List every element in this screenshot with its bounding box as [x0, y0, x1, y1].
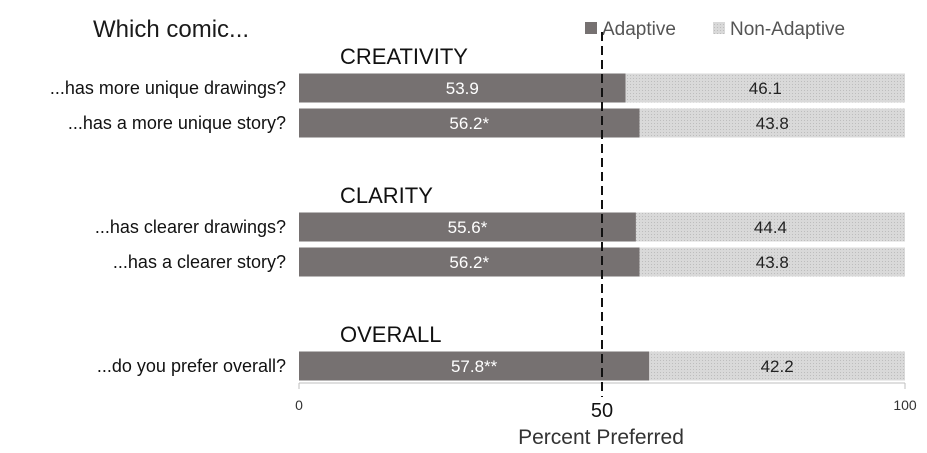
- legend-label-adaptive: Adaptive: [602, 19, 676, 40]
- section-header-overall: OVERALL: [340, 322, 442, 347]
- bar-adaptive: [299, 73, 626, 103]
- data-label-non-adaptive: 43.8: [756, 253, 789, 272]
- data-label-adaptive: 56.2*: [449, 253, 489, 272]
- x-axis: 0 50 100: [295, 32, 917, 422]
- data-label-adaptive: 57.8**: [451, 357, 498, 376]
- bar-non-adaptive: [649, 351, 905, 381]
- row-label: ...do you prefer overall?: [97, 356, 286, 376]
- data-label-non-adaptive: 42.2: [761, 357, 794, 376]
- data-label-non-adaptive: 46.1: [749, 79, 782, 98]
- bar-non-adaptive: [635, 212, 905, 242]
- row-label: ...has clearer drawings?: [95, 217, 286, 237]
- data-label-adaptive: 56.2*: [449, 114, 489, 133]
- legend-label-non-adaptive: Non-Adaptive: [730, 19, 845, 40]
- data-label-non-adaptive: 43.8: [756, 114, 789, 133]
- row-label: ...has a more unique story?: [68, 113, 286, 133]
- bar-non-adaptive: [639, 247, 905, 277]
- section-header-clarity: CLARITY: [340, 183, 433, 208]
- legend: Adaptive Non-Adaptive: [585, 19, 845, 40]
- chart-title: Which comic...: [93, 16, 249, 43]
- data-label-adaptive: 53.9: [446, 79, 479, 98]
- bar-adaptive: [299, 247, 640, 277]
- bar-non-adaptive: [639, 108, 905, 138]
- bar-adaptive: [299, 212, 636, 242]
- x-tick-label: 100: [893, 397, 917, 413]
- bar-adaptive: [299, 108, 640, 138]
- x-axis-label: Percent Preferred: [518, 426, 684, 449]
- data-label-non-adaptive: 44.4: [754, 218, 787, 237]
- legend-swatch-adaptive: [585, 22, 597, 34]
- bar-adaptive: [299, 351, 650, 381]
- x-tick-label: 50: [591, 400, 613, 422]
- bar-non-adaptive: [625, 73, 905, 103]
- bar-groups: CREATIVITY ...has more unique drawings? 53…: [50, 44, 905, 381]
- data-label-adaptive: 55.6*: [448, 218, 488, 237]
- x-tick-label: 0: [295, 397, 303, 413]
- section-header-creativity: CREATIVITY: [340, 44, 468, 69]
- legend-swatch-non-adaptive: [713, 22, 725, 34]
- row-label: ...has more unique drawings?: [50, 78, 286, 98]
- row-label: ...has a clearer story?: [113, 252, 286, 272]
